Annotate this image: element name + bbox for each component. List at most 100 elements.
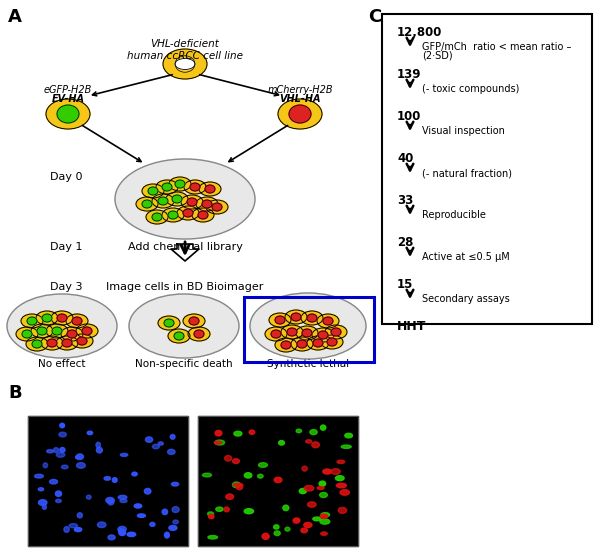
Ellipse shape: [62, 339, 72, 347]
Ellipse shape: [278, 99, 322, 129]
Ellipse shape: [281, 325, 303, 339]
Text: Reproducible: Reproducible: [422, 210, 486, 220]
Text: eGFP-H2B: eGFP-H2B: [44, 85, 92, 95]
Ellipse shape: [271, 330, 281, 338]
Ellipse shape: [152, 194, 174, 208]
Ellipse shape: [118, 529, 124, 533]
Text: (- natural fraction): (- natural fraction): [422, 168, 512, 178]
Ellipse shape: [74, 527, 82, 532]
Ellipse shape: [293, 518, 300, 523]
Text: 100: 100: [397, 110, 421, 123]
Text: B: B: [8, 384, 22, 402]
Ellipse shape: [26, 337, 48, 351]
Text: VHL-HA: VHL-HA: [279, 94, 321, 104]
Text: 139: 139: [397, 68, 421, 81]
Ellipse shape: [206, 200, 228, 214]
Ellipse shape: [175, 56, 195, 72]
Ellipse shape: [121, 453, 128, 456]
Ellipse shape: [310, 429, 317, 435]
Ellipse shape: [52, 327, 62, 335]
Ellipse shape: [87, 431, 92, 435]
Ellipse shape: [57, 314, 67, 322]
Ellipse shape: [158, 442, 163, 445]
Ellipse shape: [275, 338, 297, 352]
Ellipse shape: [302, 329, 312, 337]
Text: Secondary assays: Secondary assays: [422, 294, 510, 304]
Ellipse shape: [317, 314, 339, 328]
Text: C: C: [368, 8, 381, 26]
Ellipse shape: [296, 326, 318, 340]
Ellipse shape: [106, 497, 114, 503]
Ellipse shape: [76, 463, 85, 468]
Ellipse shape: [72, 317, 82, 325]
Ellipse shape: [192, 208, 214, 222]
Ellipse shape: [148, 187, 158, 195]
Ellipse shape: [150, 522, 155, 526]
Ellipse shape: [301, 528, 307, 533]
Ellipse shape: [50, 479, 58, 484]
Text: Day 0: Day 0: [50, 172, 83, 182]
Ellipse shape: [325, 325, 347, 339]
Ellipse shape: [302, 466, 307, 471]
Ellipse shape: [59, 432, 67, 437]
Ellipse shape: [304, 522, 312, 527]
Ellipse shape: [145, 437, 153, 442]
Ellipse shape: [162, 208, 184, 222]
Ellipse shape: [317, 486, 324, 490]
Text: 40: 40: [397, 152, 413, 165]
Ellipse shape: [281, 341, 291, 349]
Ellipse shape: [321, 532, 327, 535]
Ellipse shape: [162, 509, 167, 515]
Ellipse shape: [257, 474, 263, 478]
Ellipse shape: [294, 518, 299, 522]
Ellipse shape: [244, 509, 254, 514]
Ellipse shape: [152, 444, 160, 449]
Ellipse shape: [108, 499, 114, 505]
Ellipse shape: [35, 474, 43, 478]
Ellipse shape: [134, 504, 142, 508]
Ellipse shape: [66, 314, 88, 328]
Text: 12,800: 12,800: [397, 26, 442, 39]
Ellipse shape: [232, 459, 239, 464]
Ellipse shape: [224, 507, 229, 512]
Ellipse shape: [46, 99, 90, 129]
Ellipse shape: [76, 454, 83, 459]
Ellipse shape: [313, 517, 321, 521]
Ellipse shape: [164, 319, 174, 327]
Ellipse shape: [232, 482, 241, 488]
Ellipse shape: [338, 507, 347, 514]
Ellipse shape: [57, 105, 79, 123]
Text: HHT: HHT: [397, 320, 427, 333]
Ellipse shape: [335, 476, 344, 481]
Ellipse shape: [289, 105, 311, 123]
Ellipse shape: [166, 192, 188, 206]
Ellipse shape: [278, 440, 284, 445]
Ellipse shape: [323, 469, 331, 474]
Ellipse shape: [112, 478, 117, 483]
Ellipse shape: [274, 531, 280, 536]
Ellipse shape: [287, 328, 297, 336]
Ellipse shape: [337, 460, 345, 464]
Ellipse shape: [119, 530, 125, 536]
Text: Active at ≤0.5 μM: Active at ≤0.5 μM: [422, 252, 510, 262]
Ellipse shape: [172, 506, 179, 512]
Ellipse shape: [38, 488, 44, 491]
Ellipse shape: [142, 200, 152, 208]
Ellipse shape: [60, 448, 65, 453]
Ellipse shape: [142, 184, 164, 198]
Ellipse shape: [47, 450, 53, 453]
Ellipse shape: [233, 483, 243, 486]
Ellipse shape: [53, 448, 59, 453]
Ellipse shape: [174, 332, 184, 340]
Ellipse shape: [76, 324, 98, 338]
Ellipse shape: [96, 442, 100, 448]
Ellipse shape: [313, 339, 323, 347]
Ellipse shape: [312, 328, 334, 342]
Ellipse shape: [291, 337, 313, 351]
Ellipse shape: [38, 500, 47, 505]
Ellipse shape: [199, 182, 221, 196]
Ellipse shape: [16, 327, 38, 341]
Ellipse shape: [152, 213, 162, 221]
Text: Visual inspection: Visual inspection: [422, 126, 505, 136]
Ellipse shape: [146, 210, 168, 224]
